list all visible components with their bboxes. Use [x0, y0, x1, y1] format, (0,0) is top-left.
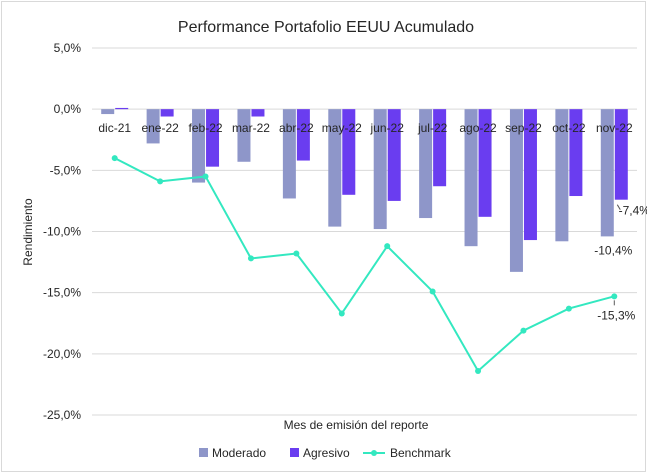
- bar-moderado: [419, 109, 433, 219]
- y-tick-label: -20,0%: [43, 347, 81, 361]
- benchmark-point: [565, 305, 572, 312]
- benchmark-line-group: [111, 155, 618, 374]
- bar-moderado: [101, 109, 115, 115]
- x-tick-label: oct-22: [552, 121, 586, 135]
- bar-agresivo: [387, 109, 401, 201]
- x-tick-label: may-22: [322, 121, 362, 135]
- bar-agresivo: [569, 109, 583, 197]
- benchmark-point: [384, 243, 391, 250]
- x-tick-label: nov-22: [596, 121, 633, 135]
- x-tick-label: mar-22: [232, 121, 270, 135]
- legend-label-agresivo: Agresivo: [303, 446, 350, 460]
- bar-moderado: [282, 109, 296, 199]
- bar-moderado: [600, 109, 614, 237]
- benchmark-point: [111, 155, 118, 162]
- bars: [101, 107, 628, 272]
- x-tick-label: jun-22: [370, 121, 405, 135]
- benchmark-point: [157, 178, 164, 185]
- data-label: -15,3%: [597, 308, 635, 322]
- y-tick-label: 0,0%: [54, 102, 82, 116]
- legend: Moderado Agresivo Benchmark: [199, 446, 452, 460]
- bar-moderado: [192, 109, 206, 183]
- bar-agresivo: [342, 109, 356, 195]
- y-tick-label: -5,0%: [50, 163, 82, 177]
- x-tick-label: dic-21: [98, 121, 131, 135]
- bar-agresivo: [433, 109, 447, 187]
- bar-moderado: [509, 109, 523, 272]
- y-tick-label: -10,0%: [43, 225, 81, 239]
- bar-agresivo: [115, 107, 129, 110]
- bar-agresivo: [206, 109, 220, 167]
- data-label-leader: [616, 204, 621, 210]
- data-label: -7,4%: [619, 204, 647, 218]
- x-tick-label: ene-22: [141, 121, 179, 135]
- benchmark-point: [202, 173, 209, 180]
- bar-agresivo: [251, 109, 265, 117]
- legend-swatch-agresivo: [290, 448, 299, 457]
- x-axis-title: Mes de emisión del reporte: [284, 418, 429, 432]
- bar-agresivo: [478, 109, 492, 217]
- gridlines: [92, 47, 637, 416]
- x-tick-labels: dic-21 ene-22 feb-22 mar-22 abr-22 may-22 jun-…: [98, 121, 633, 135]
- y-tick-label: -15,0%: [43, 286, 81, 300]
- y-tick-label: 5,0%: [54, 41, 82, 55]
- legend-label-benchmark: Benchmark: [390, 446, 452, 460]
- benchmark-point: [247, 255, 254, 262]
- data-label: -10,4%: [594, 243, 632, 257]
- benchmark-point: [338, 310, 345, 317]
- bar-agresivo: [523, 109, 537, 241]
- legend-label-moderado: Moderado: [212, 446, 266, 460]
- y-tick-labels: 5,0% 0,0% -5,0% -10,0% -15,0% -20,0% -25,0%: [43, 41, 81, 422]
- x-tick-label: feb-22: [189, 121, 223, 135]
- bar-agresivo: [296, 109, 310, 161]
- benchmark-point: [611, 293, 618, 300]
- y-axis-title: Rendimiento: [21, 198, 35, 266]
- x-tick-label: jul-22: [417, 121, 448, 135]
- legend-swatch-moderado: [199, 448, 208, 457]
- bar-moderado: [237, 109, 251, 162]
- chart-title: Performance Portafolio EEUU Acumulado: [178, 19, 474, 36]
- benchmark-line: [114, 157, 615, 373]
- x-tick-label: ago-22: [459, 121, 497, 135]
- bar-moderado: [328, 109, 342, 227]
- bar-moderado: [373, 109, 387, 230]
- y-tick-label: -25,0%: [43, 408, 81, 422]
- bar-moderado: [146, 109, 160, 144]
- x-tick-label: sep-22: [505, 121, 542, 135]
- legend-marker-benchmark: [371, 450, 377, 456]
- data-labels: -7,4% -10,4% -15,3%: [594, 204, 647, 323]
- bar-moderado: [464, 109, 478, 247]
- bar-agresivo: [614, 109, 628, 200]
- bar-agresivo: [160, 109, 174, 117]
- benchmark-point: [475, 367, 482, 374]
- benchmark-point: [293, 250, 300, 257]
- benchmark-point: [520, 327, 527, 334]
- benchmark-point: [429, 288, 436, 295]
- x-tick-label: abr-22: [279, 121, 314, 135]
- bar-moderado: [555, 109, 569, 242]
